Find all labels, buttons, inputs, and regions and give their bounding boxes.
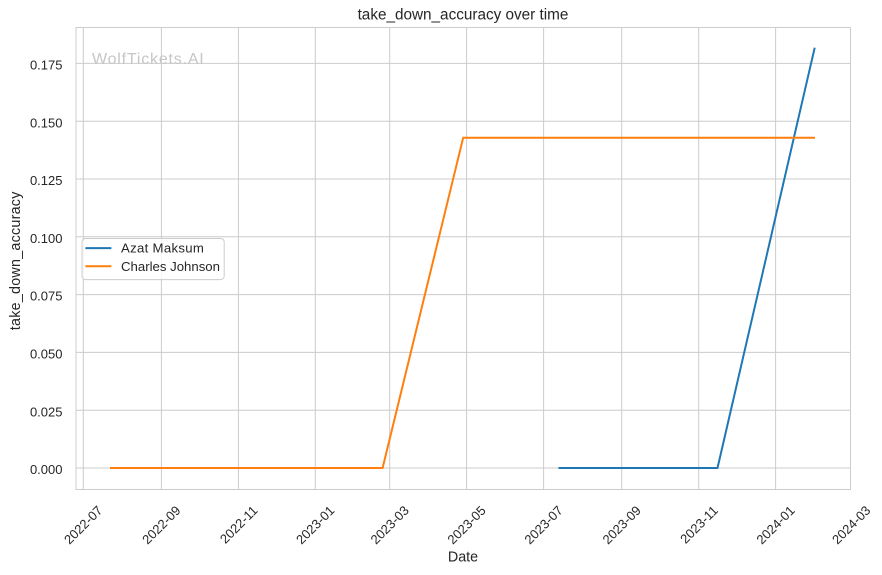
svg-text:Azat Maksum: Azat Maksum [121, 241, 204, 256]
svg-text:0.100: 0.100 [30, 231, 63, 246]
svg-text:Charles Johnson: Charles Johnson [121, 259, 220, 274]
svg-text:0.000: 0.000 [30, 462, 63, 477]
svg-text:0.175: 0.175 [30, 58, 63, 73]
svg-text:take_down_accuracy: take_down_accuracy [8, 191, 24, 330]
svg-text:Date: Date [448, 550, 478, 566]
svg-text:take_down_accuracy over time: take_down_accuracy over time [358, 7, 569, 24]
svg-text:0.150: 0.150 [30, 115, 63, 130]
svg-text:0.050: 0.050 [30, 347, 63, 362]
svg-text:0.025: 0.025 [30, 404, 63, 419]
svg-text:WolfTickets.AI: WolfTickets.AI [92, 51, 205, 68]
svg-text:0.075: 0.075 [30, 289, 63, 304]
svg-text:0.125: 0.125 [30, 173, 63, 188]
